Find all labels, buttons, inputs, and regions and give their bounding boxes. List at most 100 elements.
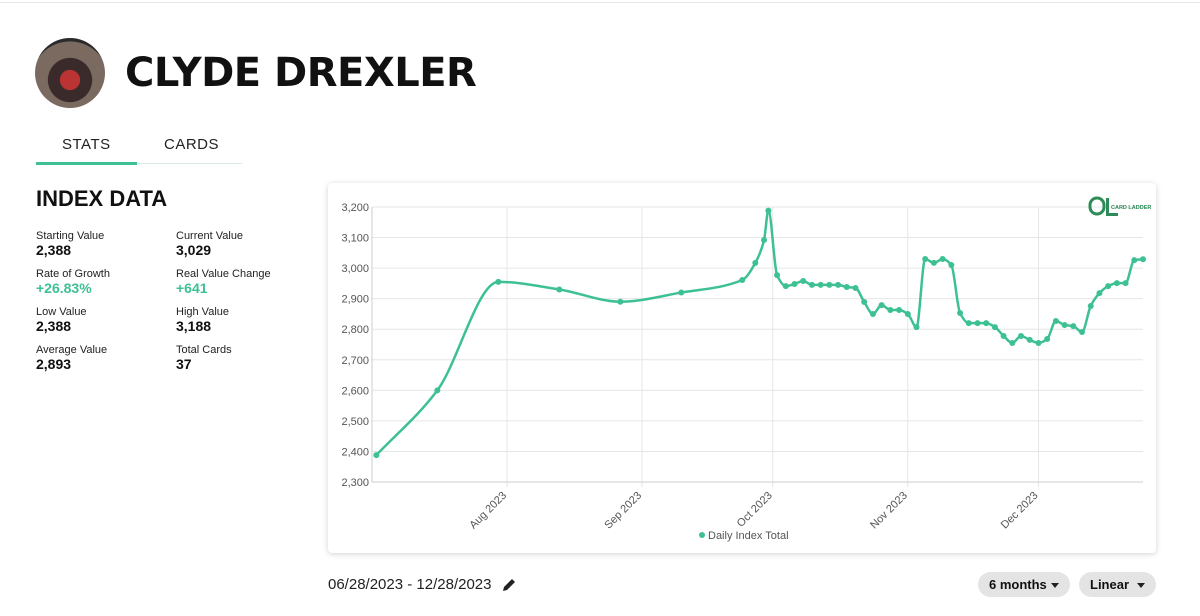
x-tick-label: Dec 2023 <box>999 490 1041 532</box>
data-point <box>774 272 781 279</box>
tab[interactable]: STATS <box>62 136 111 153</box>
data-point <box>983 320 990 327</box>
data-point <box>752 259 759 266</box>
data-point <box>939 255 946 262</box>
data-point <box>617 298 624 305</box>
data-point <box>896 306 903 313</box>
data-point <box>852 284 859 291</box>
data-point <box>791 281 798 287</box>
y-tick-label: 2,600 <box>341 385 369 397</box>
top-border <box>0 2 1200 3</box>
data-point <box>1018 332 1025 339</box>
x-tick-label: Nov 2023 <box>868 490 910 532</box>
data-point <box>782 283 789 290</box>
data-point <box>930 259 937 266</box>
x-tick-label: Aug 2023 <box>467 490 509 532</box>
stat-value: 3,029 <box>176 242 212 258</box>
logo: CARD LADDER <box>1088 196 1151 216</box>
data-point <box>1105 283 1112 290</box>
data-point <box>991 324 998 331</box>
data-point <box>861 299 868 306</box>
y-tick-label: 2,300 <box>341 477 369 489</box>
edit-icon[interactable] <box>501 577 517 593</box>
section-heading: INDEX DATA <box>36 186 168 211</box>
data-point <box>1000 332 1007 339</box>
data-point <box>1079 328 1086 335</box>
data-point <box>800 277 807 284</box>
data-point <box>1026 336 1033 343</box>
stat-label: Starting Value <box>36 230 105 242</box>
legend-label: Daily Index Total <box>708 530 789 542</box>
stat-label: Real Value Change <box>176 268 271 280</box>
data-point <box>1061 321 1068 328</box>
data-point <box>817 281 824 288</box>
stat-value: +641 <box>176 280 208 296</box>
data-line <box>375 209 1144 456</box>
data-point <box>887 306 894 313</box>
data-point <box>678 289 685 296</box>
x-tick-label: Sep 2023 <box>602 490 644 532</box>
y-tick-label: 2,400 <box>341 446 369 458</box>
data-point <box>904 310 911 317</box>
data-point <box>948 262 955 269</box>
stat-value: +26.83% <box>36 280 92 296</box>
stat-value: 37 <box>176 356 192 372</box>
data-point <box>1122 280 1129 287</box>
data-point <box>739 277 746 284</box>
stat-value: 2,893 <box>36 356 72 372</box>
tab-indicator <box>36 162 137 165</box>
data-point <box>1044 336 1051 342</box>
stat-value: 2,388 <box>36 318 72 334</box>
y-tick-label: 3,200 <box>341 202 369 214</box>
data-point <box>761 237 768 243</box>
data-point <box>373 452 380 459</box>
legend-swatch <box>699 532 705 538</box>
data-point <box>765 207 772 214</box>
player-name: CLYDE DREXLER <box>125 50 477 96</box>
data-point <box>878 302 885 309</box>
tab-divider <box>36 163 242 164</box>
scale-select[interactable]: Linear <box>1079 572 1156 597</box>
data-point <box>1113 280 1120 287</box>
data-point <box>1096 290 1103 297</box>
data-point <box>1052 317 1059 324</box>
y-tick-label: 2,700 <box>341 355 369 367</box>
logo-text: CARD LADDER <box>1111 205 1151 211</box>
data-point <box>835 281 842 288</box>
range-label: 6 months <box>989 577 1047 592</box>
data-point <box>556 286 563 293</box>
data-point <box>965 320 972 327</box>
tab[interactable]: CARDS <box>164 136 220 153</box>
data-point <box>913 324 920 331</box>
data-point <box>1140 256 1146 263</box>
y-tick-label: 3,000 <box>341 263 369 275</box>
stat-label: Rate of Growth <box>36 268 110 280</box>
range-select[interactable]: 6 months <box>978 572 1070 597</box>
y-tick-label: 2,800 <box>341 324 369 336</box>
data-point <box>826 281 833 288</box>
stat-label: Average Value <box>36 344 108 356</box>
data-point <box>495 278 502 285</box>
x-tick-label: Oct 2023 <box>735 490 775 530</box>
avatar <box>35 38 105 108</box>
data-point <box>869 310 876 317</box>
date-range: 06/28/2023 - 12/28/2023 <box>328 576 492 593</box>
data-point <box>1070 323 1077 330</box>
data-point <box>1131 257 1138 264</box>
stat-label: Low Value <box>36 306 87 318</box>
data-point <box>974 320 981 327</box>
data-point <box>843 284 850 291</box>
data-point <box>1087 303 1094 309</box>
stat-value: 3,188 <box>176 318 212 334</box>
data-point <box>1009 339 1016 346</box>
logo-mark <box>1088 196 1106 216</box>
data-point <box>957 310 964 317</box>
data-point <box>434 387 441 394</box>
data-point <box>1035 339 1042 346</box>
stat-label: Current Value <box>176 230 244 242</box>
y-tick-label: 3,100 <box>341 233 369 245</box>
stat-label: High Value <box>176 306 229 318</box>
y-tick-label: 2,500 <box>341 416 369 428</box>
stat-label: Total Cards <box>176 344 232 356</box>
